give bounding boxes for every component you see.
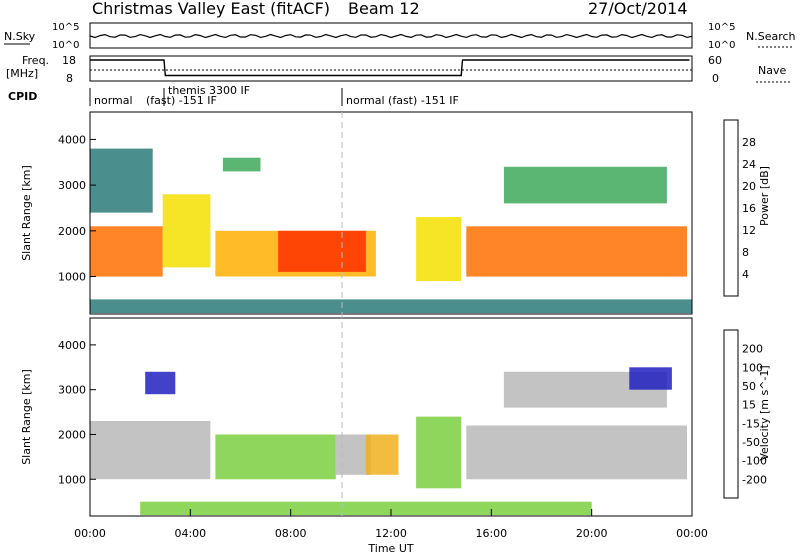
xtick-label-6: 00:00 — [676, 527, 708, 540]
echo-region-8 — [503, 166, 667, 204]
echo-region-0 — [90, 421, 211, 480]
noise-tick-top-left: 10^5 — [52, 22, 79, 33]
freq-trace-line — [90, 59, 690, 77]
xtick-label-5: 20:00 — [576, 527, 608, 540]
ytick-label-0: 1000 — [58, 271, 86, 284]
noise-panel-frame — [89, 22, 693, 49]
nsky-label: N.Sky — [4, 30, 36, 43]
echo-region-5 — [416, 416, 462, 489]
noise-trace-line — [89, 33, 693, 39]
cbar-tick-0: 28 — [742, 136, 756, 149]
cbar-tick-3: 16 — [742, 202, 756, 215]
freq-tick-bottom: 8 — [66, 72, 73, 85]
xtick-label-4: 16:00 — [475, 527, 507, 540]
cbar-tick-1: 24 — [742, 158, 756, 171]
cbar-tick-6: 4 — [742, 268, 749, 281]
echo-region-2 — [90, 148, 153, 213]
echo-region-5 — [222, 157, 261, 172]
noise-tick-top-right: 10^5 — [708, 22, 735, 33]
cbar-tick-2: 20 — [742, 180, 756, 193]
noise-tick-bottom-left: 10^0 — [52, 40, 79, 51]
echo-region-0 — [90, 226, 163, 277]
power-ylabel: Slant Range [km] — [20, 165, 33, 261]
x-axis-label: Time UT — [367, 542, 413, 554]
cbar-tick-5: -50 — [742, 436, 760, 449]
cbar-tick-1: 100 — [742, 361, 763, 374]
echo-region-2 — [215, 434, 336, 480]
freq-tick-top: 18 — [62, 54, 76, 67]
nave-tick-top: 60 — [708, 54, 722, 67]
ytick-label-2: 3000 — [58, 384, 86, 397]
echo-region-7 — [466, 226, 687, 277]
velocity-ylabel: Slant Range [km] — [20, 369, 33, 465]
velocity-y-axis: 1000 2000 3000 4000 — [58, 339, 96, 486]
echo-region-3 — [335, 434, 371, 475]
cbar-tick-7: -200 — [742, 473, 767, 486]
echo-region-6 — [416, 217, 462, 282]
ytick-label-3: 4000 — [58, 133, 86, 146]
xtick-label-1: 04:00 — [174, 527, 206, 540]
cbar-tick-6: -100 — [742, 455, 767, 468]
date-label: 27/Oct/2014 — [588, 0, 688, 18]
echo-region-1 — [162, 194, 211, 268]
xtick-label-2: 08:00 — [275, 527, 307, 540]
cpid-seg-normal-fast: normal (fast) -151 IF — [346, 94, 459, 107]
xtick-label-0: 00:00 — [74, 527, 106, 540]
echo-region-9 — [90, 299, 692, 314]
noise-tick-bottom-right: 10^0 — [708, 40, 735, 51]
cpid-seg-normal: normal — [94, 94, 133, 107]
xtick-label-3: 12:00 — [375, 527, 407, 540]
power-y-axis: 1000 2000 3000 4000 — [58, 133, 96, 284]
nave-tick-bottom: 0 — [712, 72, 719, 85]
ytick-label-1: 2000 — [58, 225, 86, 238]
power-colorbar: 28 24 20 16 12 8 4 — [723, 119, 756, 297]
echo-region-4 — [365, 434, 399, 475]
cbar-frame — [723, 329, 739, 499]
cpid-label: CPID — [8, 90, 37, 103]
beam-label: Beam 12 — [348, 0, 420, 18]
velocity-heatmap — [90, 367, 687, 516]
nsearch-label: N.Search — [746, 30, 796, 43]
ytick-label-0: 1000 — [58, 473, 86, 486]
echo-region-9 — [140, 501, 592, 516]
freq-label-2: [MHz] — [6, 67, 38, 80]
echo-region-1 — [145, 371, 176, 395]
freq-label-1: Freq. — [22, 54, 49, 67]
time-x-axis: 00:00 04:00 08:00 12:00 16:00 20:00 00:00 — [74, 509, 708, 540]
echo-region-6 — [466, 425, 687, 480]
velocity-panel-frame — [89, 317, 693, 517]
power-cbar-label: Power [dB] — [758, 166, 771, 226]
station-title: Christmas Valley East (fitACF) — [92, 0, 330, 18]
noise-trace — [89, 33, 693, 39]
ytick-label-3: 4000 — [58, 339, 86, 352]
cbar-frame — [723, 119, 739, 297]
velocity-colorbar: 200 100 50 15 -15 -50 -100 -200 — [723, 329, 767, 499]
cbar-tick-5: 8 — [742, 246, 749, 259]
velocity-cbar-label: Velocity [m s^-1] — [758, 365, 771, 460]
echo-region-4 — [278, 230, 366, 272]
power-heatmap — [90, 148, 692, 314]
power-panel-frame — [89, 111, 693, 315]
cbar-tick-2: 50 — [742, 380, 756, 393]
cpid-seg-themis: themis 3300 IF — [168, 84, 250, 97]
cbar-tick-4: 12 — [742, 224, 756, 237]
ytick-label-1: 2000 — [58, 428, 86, 441]
cbar-tick-3: 15 — [742, 399, 756, 412]
echo-region-8 — [629, 367, 672, 390]
cbar-tick-0: 200 — [742, 343, 763, 356]
cpid-seg-fast: (fast) -151 IF — [146, 94, 217, 107]
freq-panel-frame — [89, 55, 693, 82]
freq-trace — [90, 59, 692, 77]
ytick-label-2: 3000 — [58, 179, 86, 192]
nave-label: Nave — [758, 64, 786, 77]
cbar-tick-4: -15 — [742, 417, 760, 430]
